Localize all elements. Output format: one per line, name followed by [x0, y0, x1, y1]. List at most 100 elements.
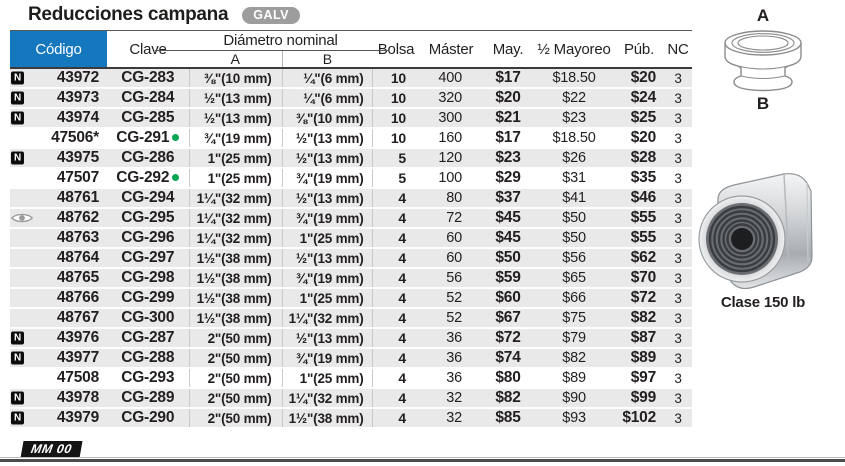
clave-cell: CG-289 — [121, 389, 175, 406]
nc-cell: 3 — [674, 70, 682, 86]
table-row: N 43972 CG-283 ⅜"(10 mm) ¼"(6 mm) 10 400 $17 $18… — [10, 68, 693, 88]
mayoreo-price-cell: $80 — [495, 369, 521, 386]
column-header-clave: Clave — [129, 40, 167, 58]
table-row: 48767 CG-300 1½"(38 mm) 1¼"(32 mm) 4 52 $67 $75… — [10, 308, 693, 328]
mayoreo-price-cell: $21 — [495, 109, 521, 126]
diametro-a-cell: 2"(50 mm) — [188, 328, 282, 348]
green-dot-icon — [172, 174, 180, 182]
table-row: N 43975 CG-286 1"(25 mm) ½"(13 mm) 5 120 $23 $26… — [10, 148, 693, 168]
master-cell: 36 — [446, 350, 463, 366]
nc-cell: 3 — [674, 90, 682, 106]
clave-cell: CG-296 — [121, 229, 175, 246]
diametro-a-cell: 1¼"(32 mm) — [188, 188, 282, 208]
diametro-b-cell: ¾"(19 mm) — [281, 208, 373, 228]
bolsa-cell: 4 — [371, 248, 421, 268]
title-row: Reducciones campana GALV — [28, 4, 301, 26]
medio-mayoreo-price-cell: $75 — [562, 310, 586, 326]
mayoreo-price-cell: $23 — [495, 149, 521, 166]
codigo-cell: 47506* — [51, 129, 99, 146]
sidebar: A B — [688, 0, 845, 466]
table-row: N 43973 CG-284 ½"(13 mm) ¼"(6 mm) 10 320 $20 $22… — [10, 88, 693, 108]
bolsa-cell: 10 — [371, 68, 421, 88]
diametro-a-cell: 1¼"(32 mm) — [188, 208, 282, 228]
master-cell: 32 — [446, 410, 463, 426]
medio-mayoreo-price-cell: $50 — [562, 230, 586, 246]
diametro-b-cell: 1¼"(32 mm) — [281, 388, 373, 408]
mayoreo-price-cell: $17 — [495, 129, 521, 146]
codigo-cell: 48764 — [56, 249, 99, 266]
publico-price-cell: $87 — [630, 329, 657, 346]
table-row: 48765 CG-298 1½"(38 mm) ¾"(19 mm) 4 56 $59 $65 $… — [10, 268, 693, 288]
diametro-b-cell: ½"(13 mm) — [281, 148, 373, 168]
medio-mayoreo-price-cell: $22 — [562, 90, 586, 106]
table-row: 47507 CG-292 1"(25 mm) ¾"(19 mm) 5 100 $29 $31 $… — [10, 168, 693, 188]
publico-price-cell: $25 — [630, 109, 657, 126]
nc-cell: 3 — [674, 210, 682, 226]
codigo-cell: 48765 — [56, 269, 99, 286]
new-product-icon: N — [11, 151, 24, 165]
product-photo — [698, 173, 813, 290]
table-body: N 43972 CG-283 ⅜"(10 mm) ¼"(6 mm) 10 400 $17 $18… — [10, 68, 693, 428]
codigo-cell: N 43976 — [10, 328, 107, 348]
diametro-a-cell: 1"(25 mm) — [188, 168, 282, 188]
mayoreo-price-cell: $50 — [495, 249, 521, 266]
clave-cell: CG-288 — [121, 349, 175, 366]
diametro-a-cell: 1½"(38 mm) — [188, 308, 282, 328]
diametro-b-cell: ½"(13 mm) — [281, 248, 373, 268]
reducer-diagram — [724, 30, 802, 92]
table-header: Código Clave Diámetro nominal Bolsa Mást… — [10, 30, 693, 68]
codigo-cell: N 43972 — [10, 68, 107, 88]
nc-cell: 3 — [674, 330, 682, 346]
nc-cell: 3 — [674, 310, 682, 326]
column-header-may: May. — [492, 40, 524, 58]
medio-mayoreo-price-cell: $90 — [562, 390, 586, 406]
diametro-b-cell: 1"(25 mm) — [281, 288, 373, 308]
diametro-a-cell: ½"(13 mm) — [188, 88, 282, 108]
nc-cell: 3 — [674, 250, 682, 266]
mayoreo-price-cell: $67 — [495, 309, 521, 326]
table-row: N 43978 CG-289 2"(50 mm) 1¼"(32 mm) 4 32 $82 $90… — [10, 388, 693, 408]
bottom-rule-dark — [0, 459, 845, 462]
master-cell: 100 — [438, 170, 463, 186]
master-cell: 36 — [446, 370, 463, 386]
new-product-icon: N — [11, 111, 24, 125]
mm-code-badge: MM 00 — [20, 441, 83, 458]
clave-cell: CG-292 — [107, 168, 189, 188]
mayoreo-price-cell: $74 — [495, 349, 521, 366]
medio-mayoreo-price-cell: $26 — [562, 150, 586, 166]
medio-mayoreo-price-cell: $82 — [562, 350, 586, 366]
table-row: N 43977 CG-288 2"(50 mm) ¾"(19 mm) 4 36 $74 $82 $… — [10, 348, 693, 368]
column-header-diametro-nominal: Diámetro nominal — [154, 30, 389, 51]
diametro-a-cell: 1½"(38 mm) — [188, 248, 282, 268]
publico-price-cell: $20 — [630, 129, 657, 146]
clave-cell: CG-295 — [121, 209, 175, 226]
clave-cell: CG-297 — [121, 249, 175, 266]
class-caption: Clase 150 lb — [720, 294, 806, 311]
master-cell: 52 — [446, 310, 463, 326]
codigo-cell: N 43978 — [10, 388, 107, 408]
medio-mayoreo-price-cell: $18.50 — [552, 130, 596, 146]
master-cell: 32 — [446, 390, 463, 406]
diametro-a-cell: 2"(50 mm) — [188, 348, 282, 368]
bolsa-cell: 4 — [371, 208, 421, 228]
mayoreo-price-cell: $37 — [495, 189, 521, 206]
column-header-a: A — [230, 51, 240, 67]
codigo-cell: 48766 — [56, 289, 99, 306]
new-product-icon: N — [11, 391, 24, 405]
mayoreo-price-cell: $85 — [495, 409, 521, 426]
diagram-label-a: A — [756, 6, 770, 25]
column-header-master: Máster — [428, 40, 474, 58]
publico-price-cell: $102 — [622, 409, 657, 426]
mayoreo-price-cell: $45 — [495, 229, 521, 246]
price-table: Código Clave Diámetro nominal Bolsa Mást… — [10, 30, 693, 429]
master-cell: 60 — [446, 250, 463, 266]
codigo-cell: N 43973 — [10, 88, 107, 108]
master-cell: 60 — [446, 230, 463, 246]
clave-cell: CG-300 — [121, 309, 175, 326]
master-cell: 120 — [438, 150, 463, 166]
clave-cell: CG-283 — [121, 69, 175, 86]
bolsa-cell: 10 — [371, 128, 421, 148]
medio-mayoreo-price-cell: $23 — [562, 110, 586, 126]
new-product-icon: N — [11, 351, 24, 365]
